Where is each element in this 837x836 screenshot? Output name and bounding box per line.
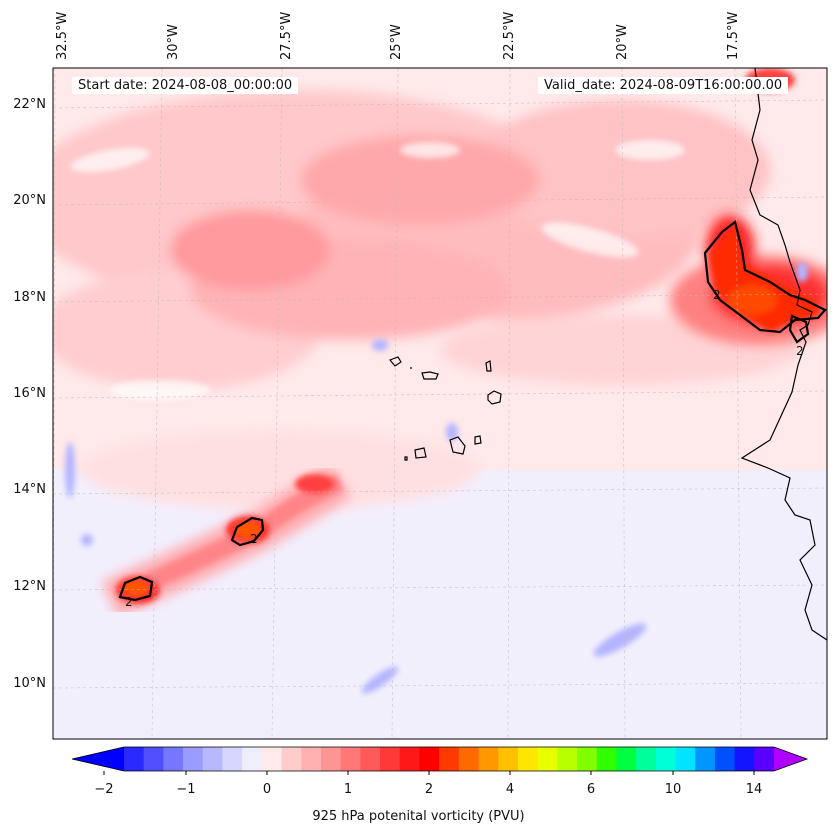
lon-label: 30°W: [166, 24, 181, 60]
colorbar-tick: 0: [262, 782, 272, 797]
colorbar-segment: [439, 747, 460, 771]
colorbar-segment: [577, 747, 598, 771]
colorbar-segment: [675, 747, 696, 771]
colorbar-tick: −2: [94, 782, 114, 797]
pv-2-contours: [118, 220, 827, 602]
colorbar-segment: [380, 747, 401, 771]
colorbar-segment: [320, 747, 342, 771]
valid-date-text: Valid_date: 2024-08-09T16:00:00.00: [538, 77, 789, 94]
colorbar-segment: [655, 747, 677, 771]
colorbar-segment: [143, 747, 164, 771]
colorbar-segment: [596, 747, 617, 771]
colorbar-segment: [360, 747, 381, 771]
colorbar-segment: [695, 747, 716, 771]
colorbar-tick: 2: [424, 782, 434, 797]
colorbar-tick: 14: [745, 782, 763, 797]
lat-label: 22°N: [13, 97, 46, 112]
lon-label: 20°W: [615, 24, 630, 60]
colorbar-extend-min: [72, 747, 124, 771]
lon-label: 22.5°W: [502, 11, 517, 60]
contour-label: 2: [250, 532, 258, 546]
colorbar-tick: 1: [343, 782, 353, 797]
colorbar-segment: [714, 747, 736, 771]
colorbar-tick: −1: [176, 782, 196, 797]
lat-label: 20°N: [13, 193, 46, 208]
lat-label: 18°N: [13, 290, 46, 305]
colorbar-segment: [517, 747, 539, 771]
colorbar-segment: [124, 747, 145, 771]
contour-label: 2: [125, 595, 133, 609]
lon-label: 25°W: [389, 24, 404, 60]
colorbar-segment: [537, 747, 558, 771]
lat-label: 16°N: [13, 386, 46, 401]
coastline: [740, 68, 827, 641]
colorbar-segment: [301, 747, 322, 771]
colorbar-tick: 4: [505, 782, 515, 797]
contour-label: 2: [796, 344, 804, 358]
colorbar-segment: [399, 747, 420, 771]
colorbar-segment: [754, 747, 775, 771]
colorbar-tick: 10: [664, 782, 682, 797]
colorbar-segment: [636, 747, 657, 771]
cape-verde-islands: [388, 356, 502, 461]
colorbar-segment: [498, 747, 519, 771]
colorbar-label: 925 hPa potenital vorticity (PVU): [312, 809, 525, 824]
colorbar-segment: [222, 747, 243, 771]
colorbar-segment: [163, 747, 184, 771]
map-frame: [52, 67, 828, 740]
colorbar-segment: [183, 747, 204, 771]
colorbar-segment: [419, 747, 440, 771]
lon-label: 32.5°W: [55, 11, 70, 60]
colorbar: [71, 746, 809, 775]
colorbar-extend-max: [774, 747, 807, 771]
colorbar-segment: [478, 747, 499, 771]
colorbar-segment: [261, 747, 283, 771]
colorbar-segment: [734, 747, 755, 771]
lon-label: 27.5°W: [279, 11, 294, 60]
colorbar-segment: [616, 747, 637, 771]
colorbar-segment: [242, 747, 263, 771]
colorbar-segment: [202, 747, 223, 771]
lon-label: 17.5°W: [726, 11, 741, 60]
colorbar-segment: [340, 747, 361, 771]
contour-label: 2: [713, 288, 721, 302]
colorbar-segment: [281, 747, 302, 771]
lat-label: 12°N: [13, 579, 46, 594]
colorbar-outline: [71, 746, 809, 772]
colorbar-tick: 6: [586, 782, 596, 797]
pv-field: [53, 68, 827, 739]
lat-label: 10°N: [13, 676, 46, 691]
start-date-text: Start date: 2024-08-08_00:00:00: [72, 77, 299, 94]
colorbar-segment: [557, 747, 578, 771]
colorbar-segment: [458, 747, 480, 771]
lat-label: 14°N: [13, 482, 46, 497]
